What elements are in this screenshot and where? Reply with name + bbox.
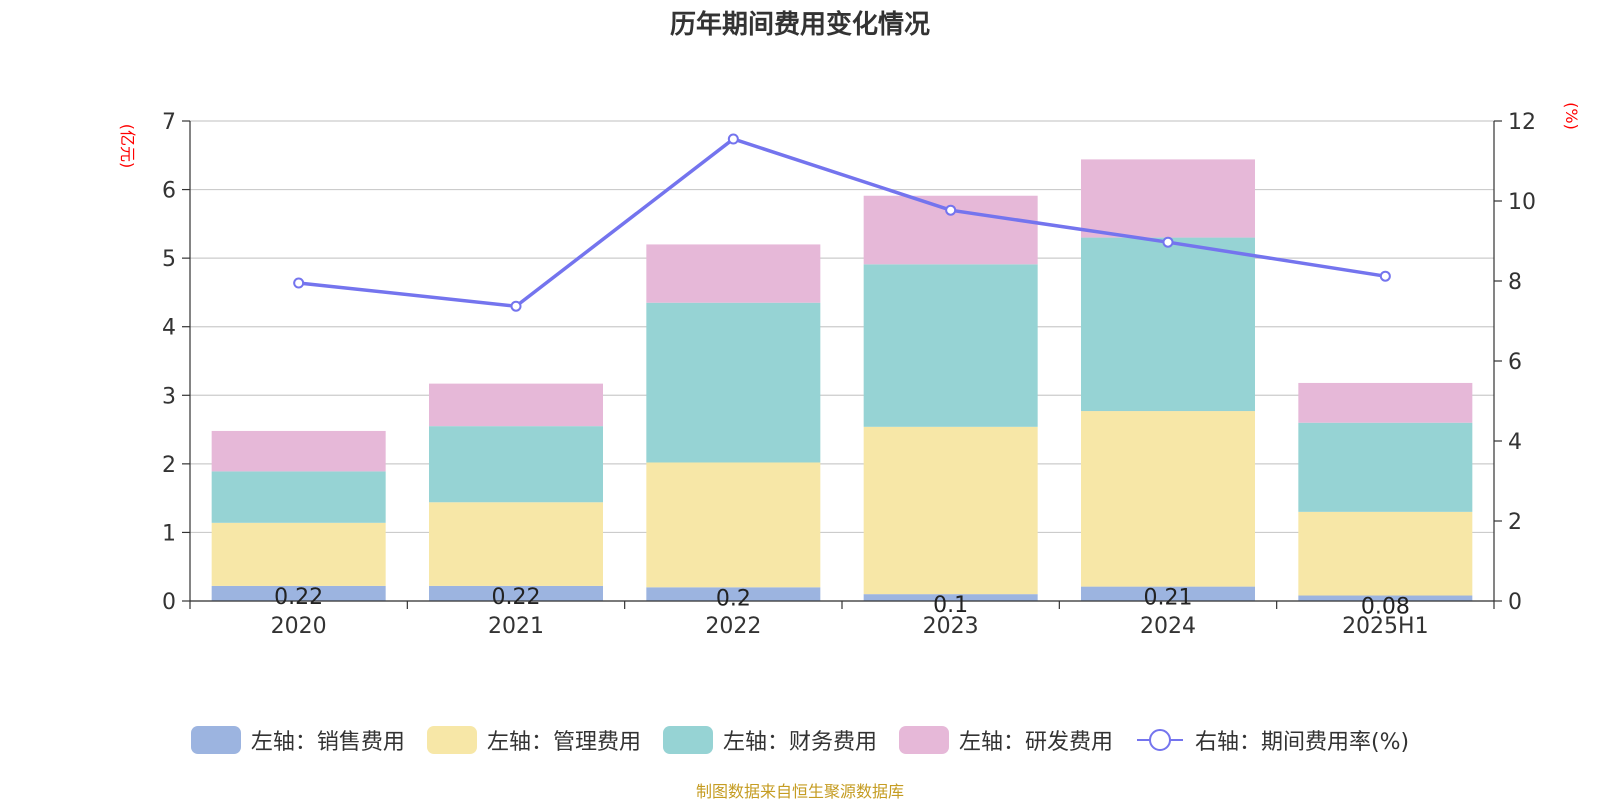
y-left-tick-label: 6 (162, 179, 176, 204)
bar-data-label: 0.08 (1361, 595, 1410, 620)
legend-item-rate[interactable]: 右轴：期间费用率(%) (1135, 724, 1409, 756)
bar-data-label: 0.1 (933, 593, 968, 618)
bar-segment-1 (646, 462, 821, 588)
bar-segment-3 (429, 383, 603, 427)
legend-item-admin[interactable]: 左轴：管理费用 (426, 724, 641, 756)
legend-swatch-rnd (898, 726, 949, 754)
legend-line-marker-icon (1136, 729, 1183, 751)
legend-swatch-sales (190, 726, 241, 754)
rate-point (1379, 270, 1391, 282)
y-left-tick-label: 5 (162, 247, 176, 272)
legend-swatch-admin (426, 726, 477, 754)
y-right-tick-label: 2 (1508, 510, 1522, 535)
y-left-tick-label: 1 (162, 521, 176, 546)
x-tick-label: 2023 (923, 614, 979, 639)
bar-segment-0 (1081, 586, 1255, 601)
bar-segment-2 (863, 264, 1038, 427)
bar-segment-1 (211, 522, 386, 586)
y-right-tick-label: 12 (1508, 110, 1536, 135)
legend-swatch-finance (662, 726, 713, 754)
y-right-tick-label: 8 (1508, 270, 1522, 295)
y-right-tick-label: 4 (1508, 430, 1522, 455)
rate-point (293, 277, 305, 289)
bar-data-label: 0.22 (274, 585, 323, 610)
y-left-tick-label: 4 (162, 316, 176, 341)
bar-segment-2 (1298, 422, 1473, 512)
bar-segment-2 (646, 302, 821, 463)
bar-segment-1 (1081, 411, 1255, 587)
bar-segment-0 (211, 585, 386, 601)
x-tick-label: 2025H1 (1342, 614, 1429, 639)
legend-item-rnd[interactable]: 左轴：研发费用 (898, 724, 1113, 756)
x-tick-label: 2021 (488, 614, 544, 639)
y-left-tick-label: 0 (162, 590, 176, 615)
legend: 左轴：销售费用 左轴：管理费用 左轴：财务费用 左轴：研发费用 右轴：期间费用率… (0, 722, 1600, 758)
x-tick-label: 2020 (271, 614, 327, 639)
bar-segment-0 (1298, 595, 1473, 601)
chart-title: 历年期间费用变化情况 (669, 10, 930, 40)
legend-label-admin: 左轴：管理费用 (486, 730, 641, 755)
legend-label-rnd: 左轴：研发费用 (958, 730, 1113, 755)
legend-label-rate: 右轴：期间费用率(%) (1194, 730, 1410, 755)
y-left-tick-label: 3 (162, 384, 176, 409)
y-right-tick-label: 10 (1508, 190, 1536, 215)
bar-segment-3 (1081, 159, 1255, 238)
legend-label-finance: 左轴：财务费用 (722, 730, 877, 755)
y-left-unit-label: (亿元) (118, 124, 137, 169)
bar-segment-3 (1298, 382, 1473, 423)
bar-data-label: 0.2 (716, 586, 751, 611)
rate-point (510, 300, 522, 312)
bar-segment-0 (863, 594, 1038, 601)
data-source-note: 制图数据来自恒生聚源数据库 (695, 782, 904, 801)
bar-segment-1 (863, 426, 1038, 595)
y-left-tick-label: 2 (162, 453, 176, 478)
rate-point (1162, 236, 1174, 248)
bar-data-label: 0.22 (492, 585, 541, 610)
x-tick-label: 2022 (705, 614, 761, 639)
rate-line (298, 137, 1386, 309)
legend-item-sales[interactable]: 左轴：销售费用 (190, 724, 405, 756)
bar-segment-2 (429, 426, 603, 503)
y-right-unit-label: (%) (1562, 102, 1581, 130)
rate-point (727, 133, 739, 145)
legend-item-finance[interactable]: 左轴：财务费用 (662, 724, 877, 756)
y-right-tick-label: 0 (1508, 590, 1522, 615)
rate-point (945, 204, 957, 216)
y-right-tick-label: 6 (1508, 350, 1522, 375)
bar-segment-2 (1081, 237, 1255, 412)
bar-segment-3 (646, 244, 821, 303)
bar-segment-3 (211, 430, 386, 472)
bar-segment-1 (429, 502, 603, 586)
bar-segment-2 (211, 471, 386, 523)
bar-segment-1 (1298, 511, 1473, 596)
bar-segment-0 (429, 585, 603, 601)
x-tick-label: 2024 (1140, 614, 1196, 639)
legend-label-sales: 左轴：销售费用 (250, 730, 405, 755)
bar-segment-0 (646, 587, 821, 601)
y-left-tick-label: 7 (162, 110, 176, 135)
bar-data-label: 0.21 (1144, 586, 1193, 611)
